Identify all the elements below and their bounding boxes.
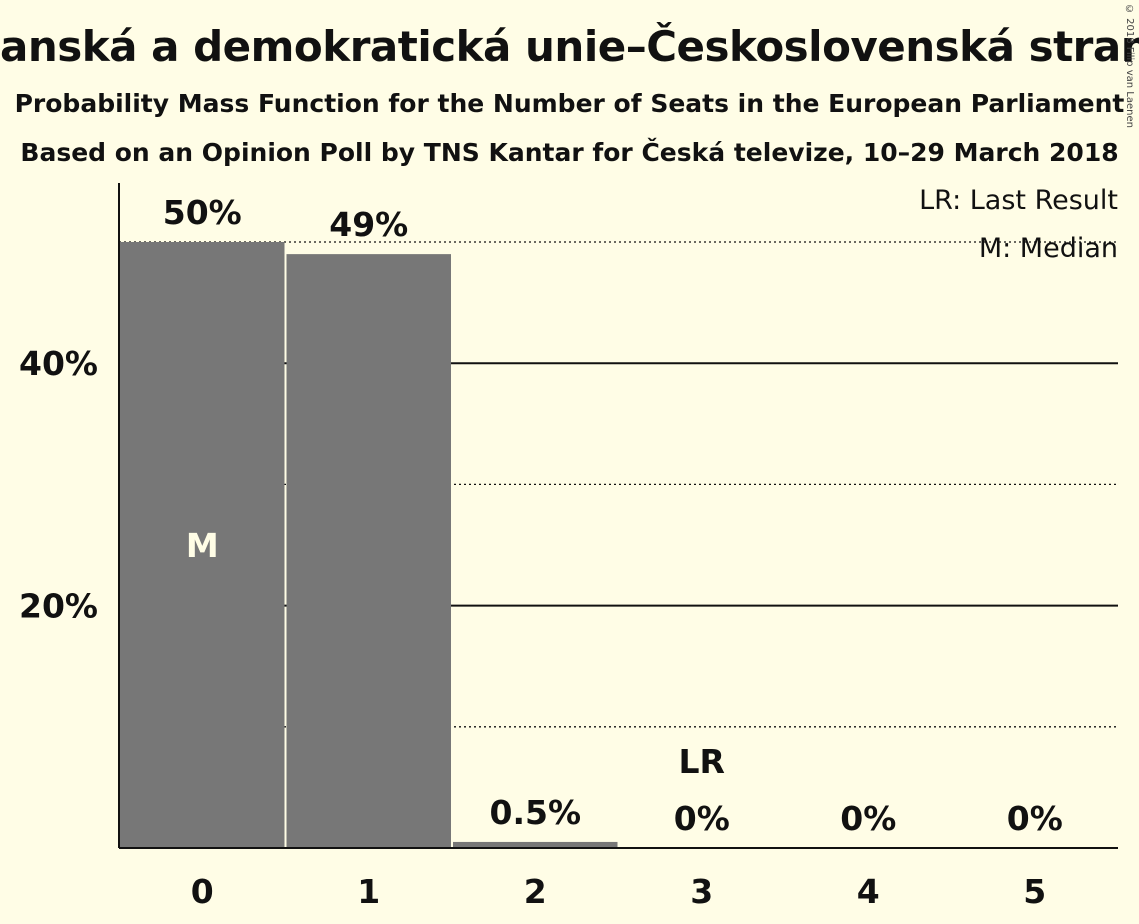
- data-label: 0%: [674, 799, 730, 838]
- data-label: 50%: [163, 193, 242, 232]
- bars: [120, 242, 618, 848]
- bar-seat-2: [453, 841, 618, 848]
- y-tick-label: 40%: [19, 344, 98, 383]
- x-tick-label: 2: [524, 872, 547, 911]
- chart-subtitle: Probability Mass Function for the Number…: [14, 89, 1125, 118]
- data-label: 49%: [329, 205, 408, 244]
- legend-last-result: LR: Last Result: [919, 185, 1118, 216]
- data-label: 0%: [1007, 799, 1063, 838]
- axes: 20% 40% 0 1 2 3 4 5: [19, 183, 1118, 911]
- x-tick-label: 5: [1023, 872, 1046, 911]
- x-tick-label: 0: [191, 872, 214, 911]
- y-tick-label: 20%: [19, 587, 98, 626]
- chart-subtitle-source: Based on an Opinion Poll by TNS Kantar f…: [20, 138, 1119, 167]
- bar-seat-0: [120, 242, 285, 848]
- median-marker: M: [186, 526, 219, 565]
- gridlines: [119, 241, 1118, 728]
- legend-median: M: Median: [979, 233, 1118, 264]
- copyright-notice: © 2018 Filip van Laenen: [1124, 4, 1135, 128]
- chart-title: anská a demokratická unie–Československá…: [0, 22, 1139, 71]
- data-label: 0.5%: [489, 793, 581, 832]
- value-labels: 50% M 49% 0.5% 0% LR 0% 0%: [163, 193, 1063, 838]
- x-tick-label: 3: [690, 872, 713, 911]
- bar-seat-1: [286, 254, 451, 848]
- data-label: 0%: [840, 799, 896, 838]
- last-result-marker: LR: [679, 742, 725, 781]
- x-tick-label: 1: [357, 872, 380, 911]
- x-tick-label: 4: [857, 872, 880, 911]
